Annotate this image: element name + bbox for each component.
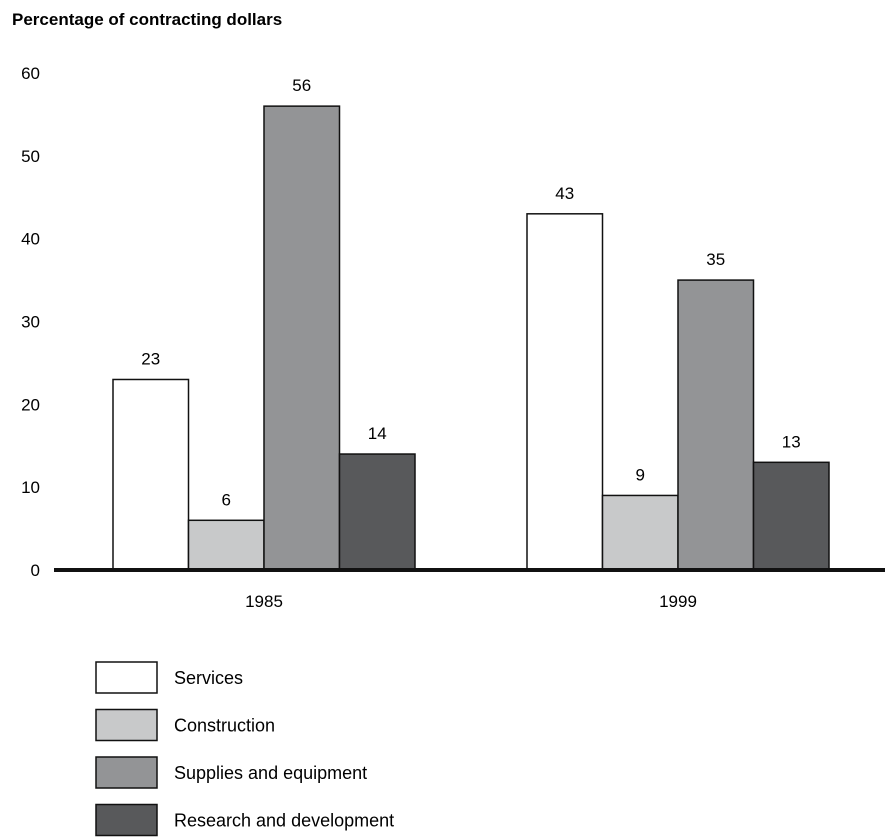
legend-swatch <box>95 756 158 789</box>
y-tick-label: 30 <box>21 313 40 332</box>
bar-groups: 23 6 56 14 43 9 35 13 <box>112 76 830 571</box>
bar-value-label: 43 <box>555 184 574 203</box>
y-axis-title: Percentage of contracting dollars <box>12 10 282 29</box>
bar-1985-0 <box>112 378 190 571</box>
x-category-label: 1985 <box>245 592 283 611</box>
y-tick-label: 40 <box>21 230 40 249</box>
bar-value-label: 23 <box>141 349 160 368</box>
y-tick-label: 20 <box>21 395 40 414</box>
bar-1985-2 <box>263 105 341 571</box>
legend-label: Supplies and equipment <box>174 763 367 783</box>
bar-value-label: 13 <box>782 432 801 451</box>
y-axis-ticks: 0 10 20 30 40 50 60 <box>21 64 40 580</box>
bar-value-label: 14 <box>368 424 387 443</box>
bar-1985-3 <box>338 453 416 571</box>
legend-swatch <box>95 708 158 742</box>
bar-1999-1 <box>601 494 679 571</box>
legend-swatch <box>95 661 158 694</box>
y-tick-label: 10 <box>21 478 40 497</box>
bar-1985-1 <box>187 519 265 571</box>
x-axis-categories: 1985 1999 <box>245 592 697 611</box>
legend-swatch <box>95 803 158 837</box>
bar-1999-3 <box>752 461 830 571</box>
legend: Services Construction Supplies and equipme… <box>95 661 394 837</box>
bar-value-label: 56 <box>292 76 311 95</box>
bar-value-label: 6 <box>222 490 231 509</box>
bar-1999-0 <box>526 213 604 571</box>
legend-label: Research and development <box>174 811 394 831</box>
bar-1999-2 <box>677 279 755 571</box>
x-category-label: 1999 <box>659 592 697 611</box>
bar-value-label: 9 <box>636 465 645 484</box>
legend-label: Construction <box>174 716 275 736</box>
y-tick-label: 50 <box>21 147 40 166</box>
legend-label: Services <box>174 668 243 688</box>
y-tick-label: 60 <box>21 64 40 83</box>
bar-value-label: 35 <box>706 250 725 269</box>
y-tick-label: 0 <box>31 561 40 580</box>
